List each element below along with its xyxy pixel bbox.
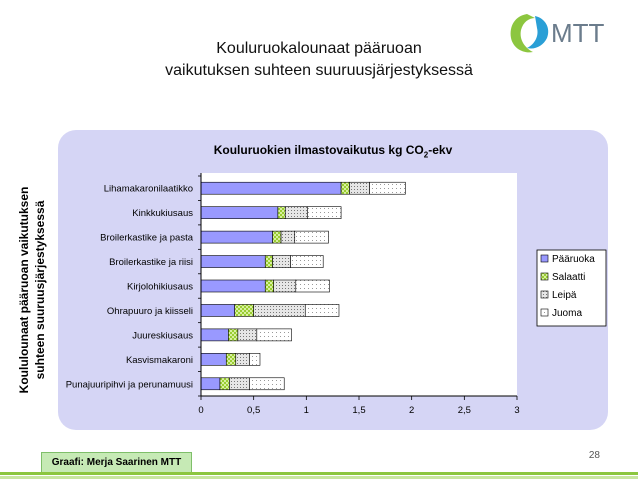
bar-segment-2-row-9 <box>219 377 230 391</box>
x-tick-label: 1 <box>304 405 309 416</box>
bar-segment-4-row-2 <box>307 206 342 219</box>
category-label: Juureskiusaus <box>132 330 193 341</box>
legend-label: Juoma <box>552 308 582 319</box>
bar-segment-4-row-3 <box>294 230 329 244</box>
side-title-line2: suhteen suuruusjärjestyksessä <box>33 200 47 379</box>
x-tick-label: 2 <box>409 405 414 416</box>
legend-label: Leipä <box>552 290 577 301</box>
legend-box <box>536 249 607 327</box>
bar-segment-1-row-8 <box>200 353 227 366</box>
legend-label: Salaatti <box>552 272 585 283</box>
bar-segment-4-row-1 <box>369 181 406 195</box>
x-tick-label: 1,5 <box>352 405 365 416</box>
category-label: Kinkkukiusaus <box>132 208 193 219</box>
category-label: Kasvismakaroni <box>126 355 193 366</box>
graph-credit: Graafi: Merja Saarinen MTT <box>41 452 192 474</box>
bar-segment-3-row-5 <box>273 279 297 293</box>
x-tick-label: 2,5 <box>458 405 471 416</box>
bar-segment-1-row-6 <box>200 304 236 317</box>
bar-segment-1-row-4 <box>200 255 266 268</box>
bar-segment-2-row-4 <box>264 255 273 268</box>
x-tick-label: 3 <box>514 405 519 416</box>
bar-segment-4-row-9 <box>249 377 285 391</box>
logo-text: MTT <box>551 18 605 48</box>
bar-segment-1-row-2 <box>200 206 279 219</box>
category-label: Ohrapuuro ja kiisseli <box>107 306 193 317</box>
bar-segment-2-row-2 <box>277 206 286 219</box>
bar-segment-3-row-7 <box>237 328 258 342</box>
bar-segment-2-row-6 <box>234 304 254 317</box>
bar-segment-1-row-5 <box>200 279 266 293</box>
bar-segment-4-row-7 <box>256 328 292 342</box>
bar-segment-4-row-6 <box>304 304 340 317</box>
bar-segment-2-row-8 <box>225 353 237 366</box>
bar-segment-2-row-5 <box>264 279 274 293</box>
slide-title-line2: vaikutuksen suhteen suuruusjärjestyksess… <box>165 62 473 79</box>
footer-stripe <box>0 472 638 475</box>
chart-title: Kouluruokien ilmastovaikutus kg CO2-ekv <box>58 143 608 159</box>
bar-segment-3-row-2 <box>284 206 308 219</box>
legend-label: Pääruoka <box>552 254 595 265</box>
bar-segment-3-row-6 <box>253 304 306 317</box>
side-title-line1: Koululounaat pääruoan vaikutuksen <box>17 187 31 394</box>
bar-segment-3-row-3 <box>280 230 296 244</box>
bar-segment-1-row-7 <box>200 328 229 342</box>
legend-swatch <box>540 290 549 299</box>
side-axis-title: Koululounaat pääruoan vaikutuksen suhtee… <box>17 187 47 394</box>
chart-title-prefix: Kouluruokien ilmastovaikutus kg CO <box>213 143 424 157</box>
legend-swatch <box>540 308 549 317</box>
category-label: Broilerkastike ja pasta <box>100 233 194 244</box>
x-tick-label: 0,5 <box>247 405 260 416</box>
bar-segment-3-row-1 <box>349 181 370 195</box>
bar-segment-3-row-4 <box>272 255 291 268</box>
bar-segment-4-row-4 <box>290 255 324 268</box>
slide-title-line1: Kouluruokalounaat pääruoan <box>216 40 422 57</box>
bar-segment-2-row-7 <box>228 328 239 342</box>
bar-segment-4-row-5 <box>295 279 330 293</box>
category-label: Kirjolohikiusaus <box>127 282 193 293</box>
category-label: Punajuuripihvi ja perunamuusi <box>66 379 193 390</box>
mtt-logo: MTT <box>510 14 605 53</box>
bar-segment-2-row-1 <box>340 181 350 195</box>
footer-stripe-light <box>0 476 638 479</box>
bar-segment-1-row-1 <box>200 181 342 195</box>
category-label: Broilerkastike ja riisi <box>109 257 193 268</box>
category-label: Lihamakaronilaatikko <box>104 184 193 195</box>
bar-segment-3-row-8 <box>235 353 250 366</box>
bar-segment-2-row-3 <box>272 230 282 244</box>
leaf-swirl-icon <box>510 14 549 53</box>
chart-title-subscript: 2 <box>423 150 429 160</box>
bar-segment-1-row-9 <box>200 377 221 391</box>
bar-segment-4-row-8 <box>249 353 261 366</box>
page-number: 28 <box>588 450 600 461</box>
legend-swatch <box>540 272 549 281</box>
legend-swatch <box>540 254 549 263</box>
chart-title-suffix: -ekv <box>428 143 453 157</box>
bar-segment-1-row-3 <box>200 230 273 244</box>
bar-segment-3-row-9 <box>229 377 250 391</box>
x-tick-label: 0 <box>198 405 203 416</box>
